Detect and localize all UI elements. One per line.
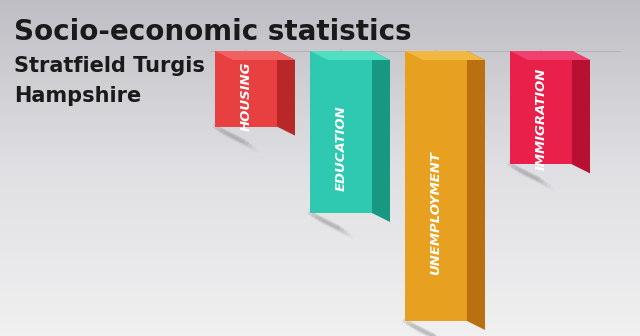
Polygon shape [215, 51, 295, 60]
Text: IMMIGRATION: IMMIGRATION [534, 68, 547, 170]
Polygon shape [310, 51, 372, 213]
Text: Stratfield Turgis: Stratfield Turgis [14, 56, 205, 76]
Polygon shape [310, 51, 390, 60]
Text: HOUSING: HOUSING [239, 61, 253, 131]
Polygon shape [510, 51, 572, 164]
Text: Socio-economic statistics: Socio-economic statistics [14, 18, 412, 46]
Polygon shape [372, 51, 390, 222]
Polygon shape [277, 51, 295, 136]
Polygon shape [467, 51, 485, 330]
Text: UNEMPLOYMENT: UNEMPLOYMENT [429, 151, 442, 275]
Polygon shape [405, 51, 485, 60]
Polygon shape [215, 51, 277, 127]
Polygon shape [572, 51, 590, 173]
Text: Hampshire: Hampshire [14, 86, 141, 106]
Polygon shape [510, 51, 590, 60]
Text: EDUCATION: EDUCATION [335, 105, 348, 191]
Polygon shape [405, 51, 467, 321]
